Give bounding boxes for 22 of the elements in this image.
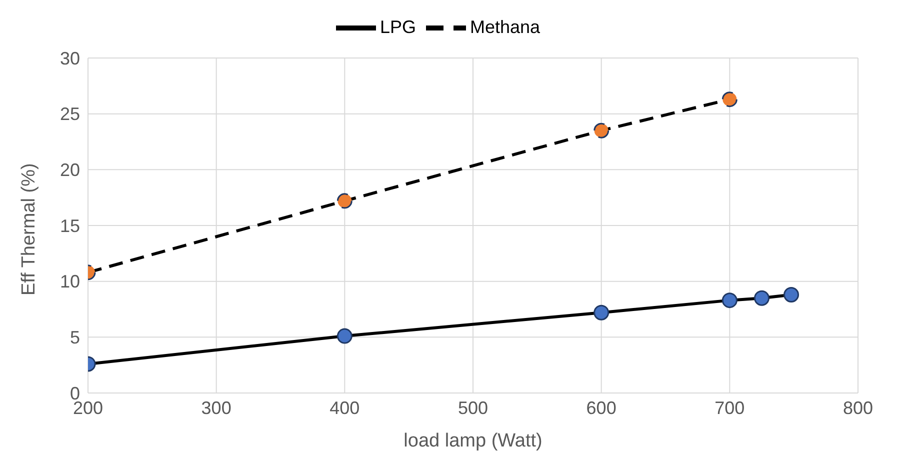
- y-tick-label: 30: [60, 48, 80, 68]
- y-tick-label: 15: [60, 216, 80, 236]
- y-tick-label: 25: [60, 104, 80, 124]
- y-tick-label: 5: [70, 328, 80, 348]
- point: [722, 92, 738, 108]
- x-tick-label: 400: [330, 398, 360, 418]
- point: [594, 122, 610, 138]
- y-tick-label: 20: [60, 160, 80, 180]
- legend-label: LPG: [380, 16, 416, 37]
- point: [754, 290, 770, 306]
- point: [594, 304, 610, 320]
- point: [722, 292, 738, 308]
- x-tick-label: 300: [201, 398, 232, 418]
- point: [784, 286, 800, 302]
- x-tick-label: 700: [714, 398, 745, 418]
- y-tick-label: 10: [60, 272, 80, 292]
- legend-label: Methana: [470, 16, 540, 37]
- y-axis-title: Eff Thermal (%): [18, 163, 40, 296]
- x-tick-label: 800: [842, 398, 874, 418]
- x-tick-label: 500: [458, 398, 488, 418]
- x-axis-title: load lamp (Watt): [404, 430, 542, 452]
- x-tick-label: 600: [586, 398, 616, 418]
